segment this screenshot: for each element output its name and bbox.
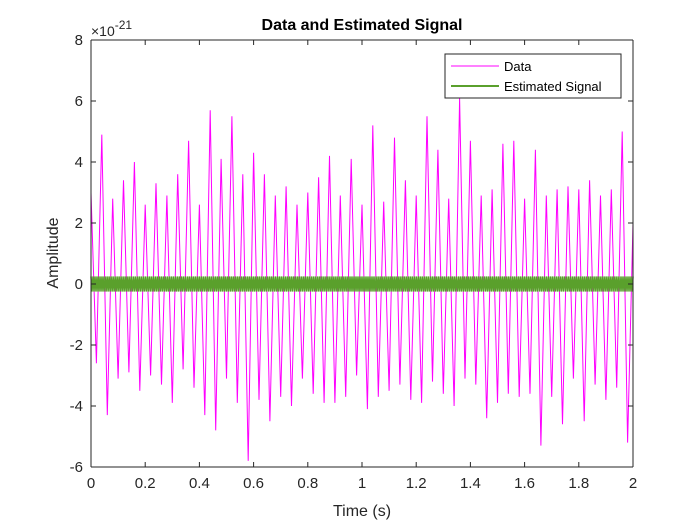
x-tick-label: 0 bbox=[87, 475, 95, 492]
plot-area bbox=[91, 40, 633, 467]
y-tick-label: -6 bbox=[70, 459, 83, 476]
legend-box bbox=[444, 53, 622, 99]
series-layer bbox=[90, 97, 634, 461]
x-tick-label: 1.6 bbox=[514, 475, 535, 492]
y-exponent-power: -21 bbox=[115, 18, 133, 32]
legend: Data Estimated Signal bbox=[444, 53, 622, 99]
x-tick-label: 0.2 bbox=[135, 475, 156, 492]
y-tick-label: -4 bbox=[70, 398, 83, 415]
y-exponent-base: ×10 bbox=[91, 23, 115, 39]
x-tick-label: 2 bbox=[629, 475, 637, 492]
legend-label-estimated-signal: Estimated Signal bbox=[504, 79, 602, 94]
x-tick-label: 0.8 bbox=[297, 475, 318, 492]
x-tick-label: 1.8 bbox=[568, 475, 589, 492]
y-tick-label: 0 bbox=[75, 276, 83, 293]
y-tick-label: 8 bbox=[75, 32, 83, 49]
y-exponent-label: ×10-21 bbox=[91, 18, 132, 39]
y-tick-label: 4 bbox=[75, 154, 83, 171]
x-tick-label: 0.4 bbox=[189, 475, 210, 492]
x-tick-label: 1.4 bbox=[460, 475, 481, 492]
y-tick-label: -2 bbox=[70, 337, 83, 354]
y-tick-label: 2 bbox=[75, 215, 83, 232]
series-line-estimated-signal bbox=[90, 276, 634, 292]
series-line-data bbox=[90, 97, 634, 461]
y-axis-label: Amplitude bbox=[45, 217, 62, 288]
legend-label-data: Data bbox=[504, 59, 532, 74]
y-tick-label: 6 bbox=[75, 93, 83, 110]
chart-title: Data and Estimated Signal bbox=[262, 17, 463, 34]
x-axis-label: Time (s) bbox=[333, 503, 391, 520]
x-tick-label: 0.6 bbox=[243, 475, 264, 492]
x-tick-label: 1 bbox=[358, 475, 366, 492]
tick-layer: 0 0.2 0.4 0.6 0.8 1 1.2 1.4 1.6 1.8 2 -6 -4 -2 0 2 4 6 8 bbox=[70, 32, 638, 492]
x-tick-label: 1.2 bbox=[406, 475, 427, 492]
